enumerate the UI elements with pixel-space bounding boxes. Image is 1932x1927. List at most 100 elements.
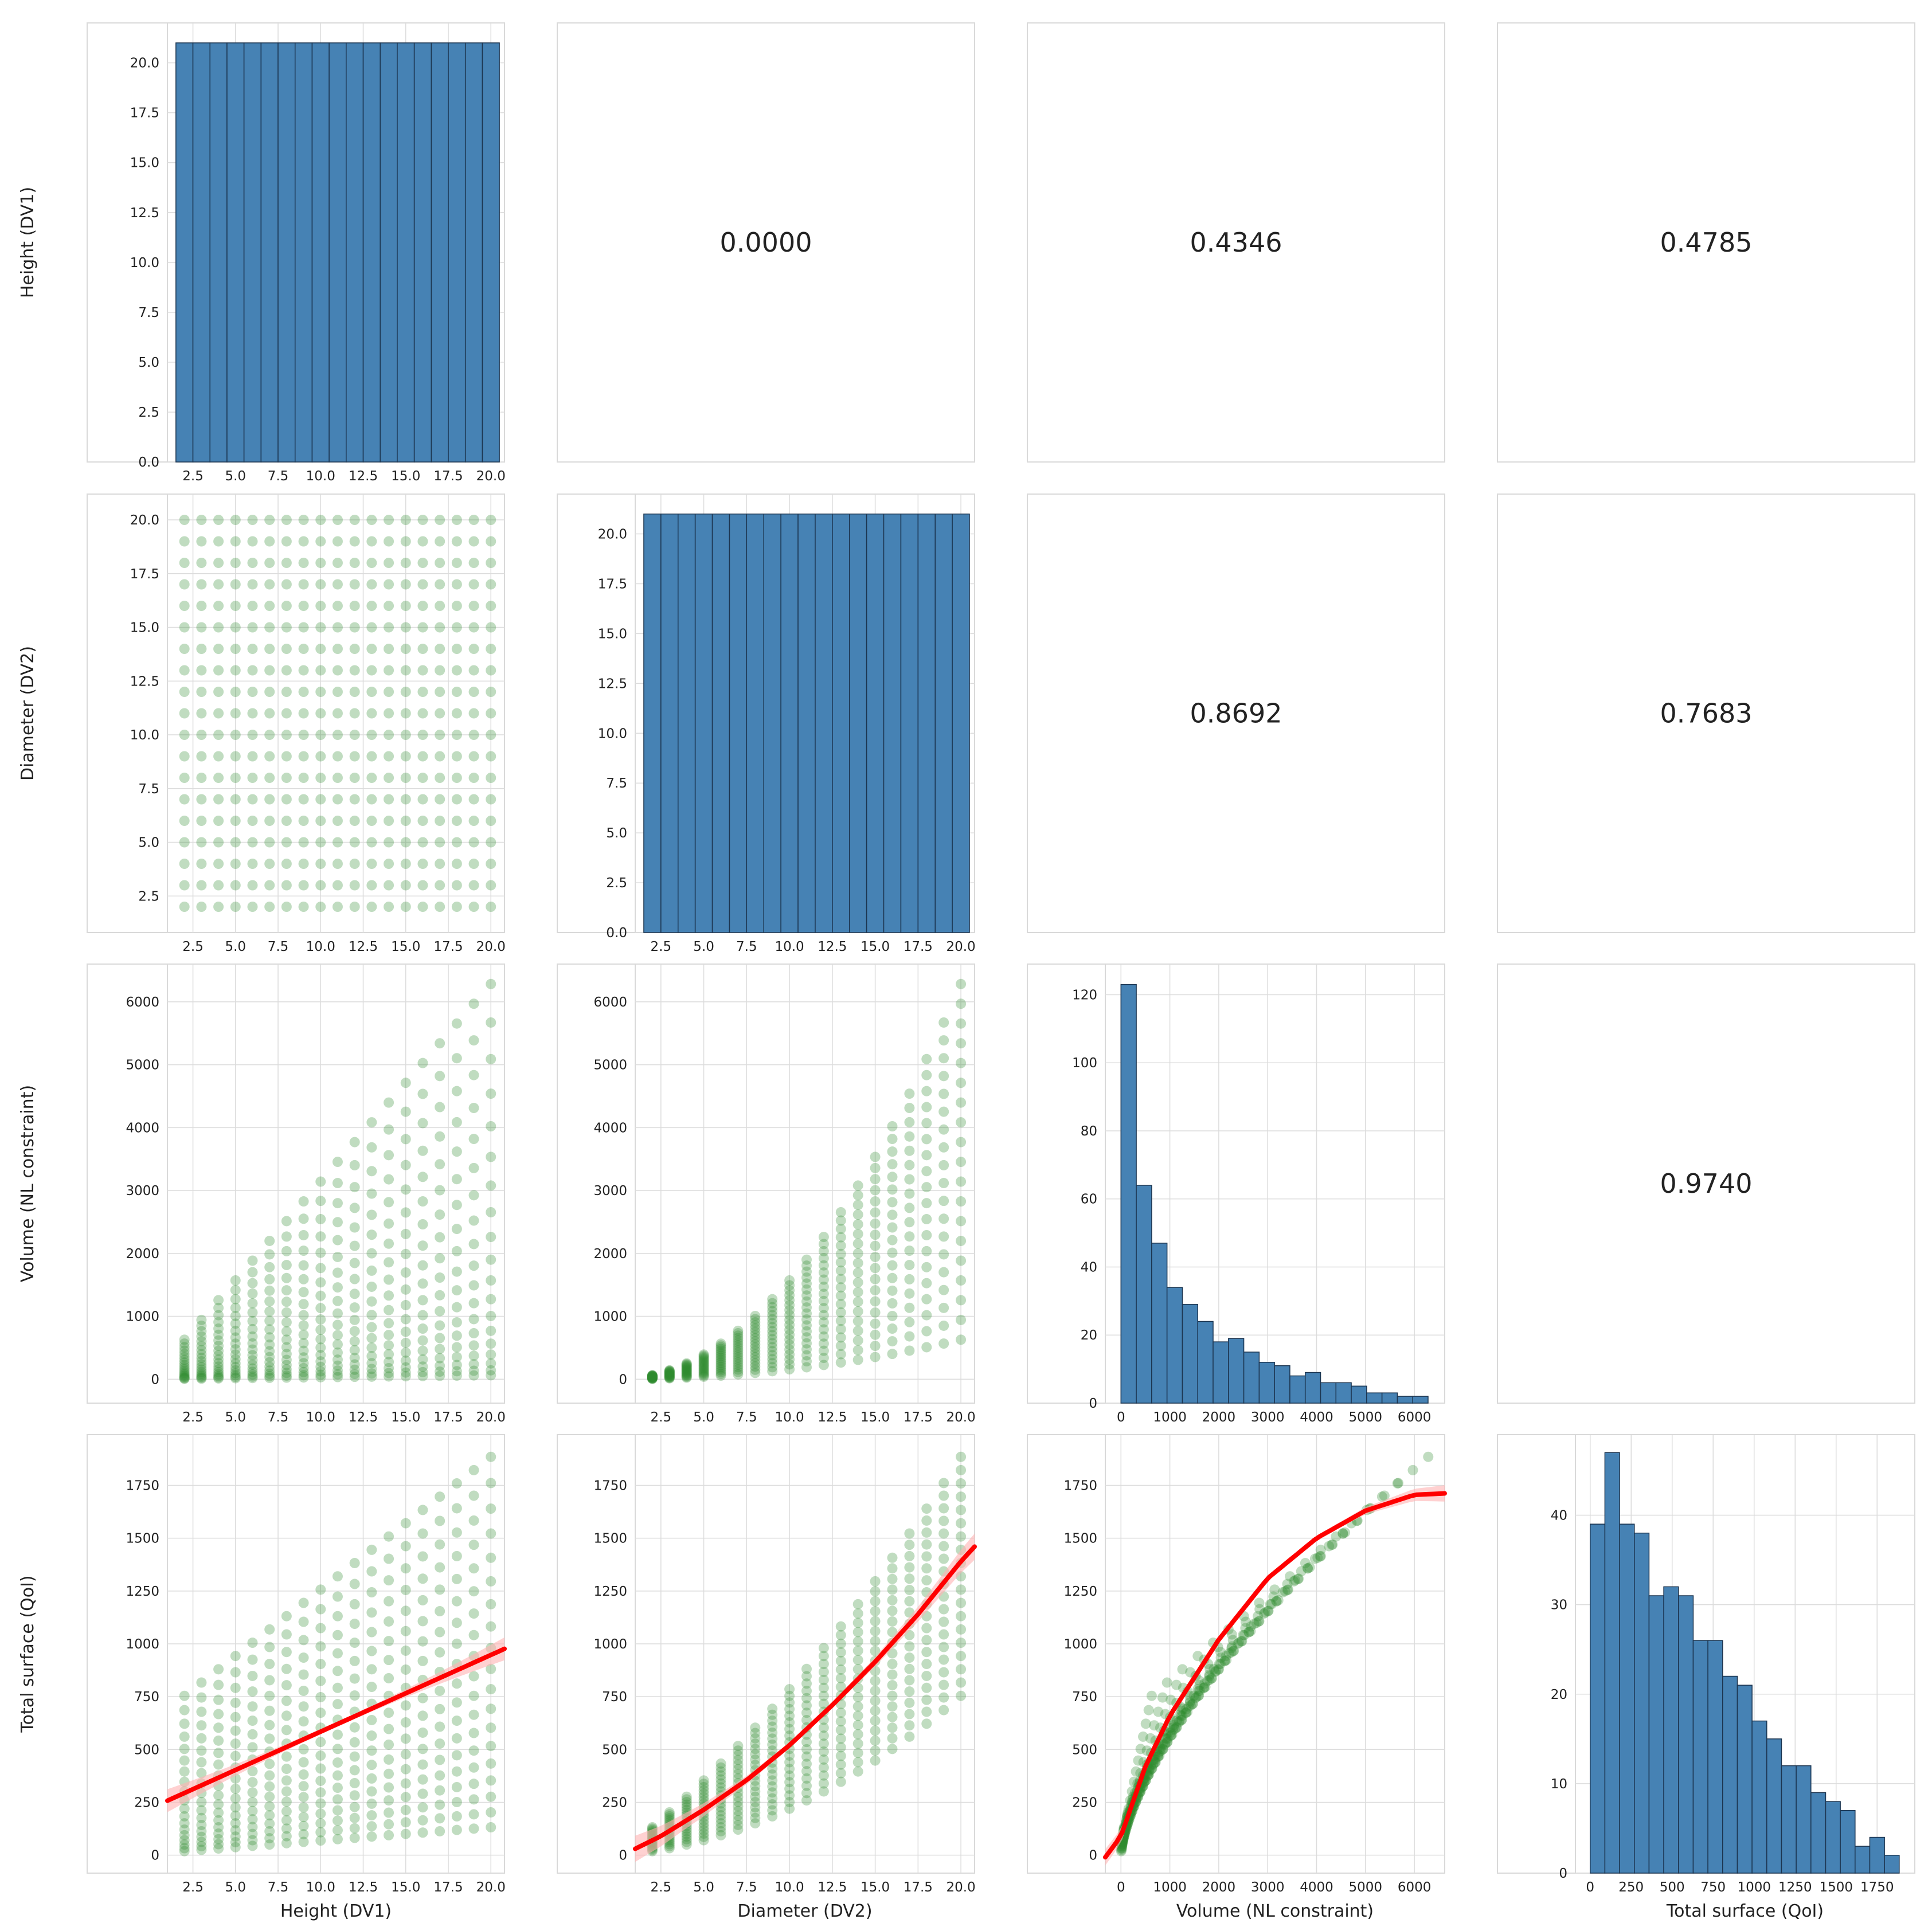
histogram-bar[interactable] <box>1840 1809 1856 1874</box>
histogram-bar[interactable] <box>1412 1396 1429 1404</box>
histogram-bar[interactable] <box>1381 1392 1398 1404</box>
histogram-bar[interactable] <box>797 514 816 933</box>
histogram-bar[interactable] <box>1707 1640 1723 1874</box>
scatter-point <box>921 1670 932 1681</box>
histogram-bar[interactable] <box>1884 1855 1900 1874</box>
y-tick-label: 30 <box>1551 1598 1567 1613</box>
histogram-bar[interactable] <box>1197 1321 1214 1404</box>
histogram-bar[interactable] <box>780 514 799 933</box>
histogram-bar[interactable] <box>328 42 347 463</box>
histogram-bar[interactable] <box>1351 1385 1367 1404</box>
histogram-bar[interactable] <box>277 42 296 463</box>
histogram-bar[interactable] <box>952 514 970 933</box>
histogram-bar[interactable] <box>1751 1720 1767 1874</box>
histogram-bar[interactable] <box>677 514 696 933</box>
histogram-bar[interactable] <box>1589 1523 1606 1874</box>
histogram-bar[interactable] <box>883 514 902 933</box>
scatter-point <box>384 730 394 740</box>
scatter-point <box>801 1326 812 1337</box>
scatter-point <box>870 1636 881 1647</box>
y-tick-label: 20 <box>1551 1687 1567 1702</box>
scatter-point <box>247 558 258 568</box>
histogram-bar[interactable] <box>1810 1792 1827 1874</box>
histogram-bar[interactable] <box>1243 1352 1260 1404</box>
histogram-bar[interactable] <box>1663 1586 1679 1874</box>
histogram-bar[interactable] <box>694 514 713 933</box>
histogram-bar[interactable] <box>1320 1382 1337 1404</box>
histogram-bar[interactable] <box>763 514 781 933</box>
histogram-bar[interactable] <box>311 42 330 463</box>
histogram-bar[interactable] <box>1634 1532 1650 1874</box>
histogram-bar[interactable] <box>746 514 764 933</box>
histogram-bar[interactable] <box>832 514 850 933</box>
histogram-bar[interactable] <box>711 514 730 933</box>
scatter-point <box>196 515 207 525</box>
scatter-point <box>767 1366 778 1377</box>
histogram-bar[interactable] <box>1766 1738 1782 1874</box>
histogram-bar[interactable] <box>464 42 483 463</box>
histogram-bar[interactable] <box>729 514 748 933</box>
histogram-bar[interactable] <box>1366 1392 1383 1404</box>
histogram-bar[interactable] <box>1120 984 1137 1404</box>
histogram-bar[interactable] <box>1781 1765 1797 1874</box>
x-tick-label: 250 <box>1618 1880 1644 1895</box>
histogram-bar[interactable] <box>815 514 833 933</box>
histogram-bar[interactable] <box>413 42 432 463</box>
histogram-bar[interactable] <box>397 42 415 463</box>
histogram-bar[interactable] <box>448 42 466 463</box>
histogram-bar[interactable] <box>431 42 449 463</box>
histogram-bar[interactable] <box>1737 1685 1753 1874</box>
histogram-bar[interactable] <box>1722 1675 1738 1874</box>
histogram-bar[interactable] <box>1151 1243 1168 1404</box>
scatter-point <box>852 1636 863 1647</box>
histogram-bar[interactable] <box>209 42 228 463</box>
scatter-point <box>332 665 343 676</box>
histogram-bar[interactable] <box>1136 1185 1152 1404</box>
scatter-point <box>715 1360 726 1370</box>
histogram-bar[interactable] <box>482 42 500 463</box>
y-tick-label: 0 <box>151 1372 159 1387</box>
histogram-bar[interactable] <box>1213 1341 1229 1404</box>
histogram-bar[interactable] <box>1274 1365 1290 1404</box>
histogram-bar[interactable] <box>1289 1375 1306 1404</box>
histogram-bar[interactable] <box>294 42 313 463</box>
histogram-bar[interactable] <box>1869 1836 1885 1874</box>
scatter-point <box>179 1370 190 1381</box>
histogram-bar[interactable] <box>917 514 936 933</box>
histogram-bar[interactable] <box>643 514 662 933</box>
histogram-bar[interactable] <box>260 42 279 463</box>
histogram-bar[interactable] <box>1182 1304 1198 1404</box>
histogram-bar[interactable] <box>380 42 398 463</box>
histogram-bar[interactable] <box>1648 1595 1664 1874</box>
histogram-bar[interactable] <box>192 42 210 463</box>
histogram-bar[interactable] <box>1258 1361 1275 1404</box>
scatter-point <box>213 1759 224 1770</box>
histogram-bar[interactable] <box>660 514 679 933</box>
histogram-bar[interactable] <box>866 514 885 933</box>
histogram-bar[interactable] <box>243 42 262 463</box>
histogram-bar[interactable] <box>1678 1595 1694 1874</box>
histogram-bar[interactable] <box>1228 1338 1245 1404</box>
histogram-bar[interactable] <box>1604 1452 1620 1874</box>
y-tick-label: 1000 <box>593 1637 627 1652</box>
histogram-bar[interactable] <box>1166 1287 1183 1404</box>
histogram-bar[interactable] <box>1397 1396 1413 1404</box>
histogram-bar[interactable] <box>1619 1523 1635 1874</box>
y-tick-label: 12.5 <box>130 674 159 689</box>
scatter-point <box>852 1766 863 1777</box>
histogram-bar[interactable] <box>1304 1372 1321 1404</box>
histogram-bar[interactable] <box>900 514 919 933</box>
histogram-bar[interactable] <box>362 42 381 463</box>
scatter-point <box>767 1811 778 1822</box>
histogram-bar[interactable] <box>848 514 867 933</box>
x-tick-label: 7.5 <box>736 1880 757 1895</box>
histogram-bar[interactable] <box>934 514 953 933</box>
histogram-bar[interactable] <box>346 42 364 463</box>
histogram-bar[interactable] <box>1855 1846 1871 1874</box>
histogram-bar[interactable] <box>1692 1640 1708 1874</box>
histogram-bar[interactable] <box>1335 1382 1352 1404</box>
histogram-bar[interactable] <box>1796 1765 1812 1874</box>
histogram-bar[interactable] <box>226 42 245 463</box>
histogram-bar[interactable] <box>175 42 194 463</box>
histogram-bar[interactable] <box>1825 1801 1841 1874</box>
